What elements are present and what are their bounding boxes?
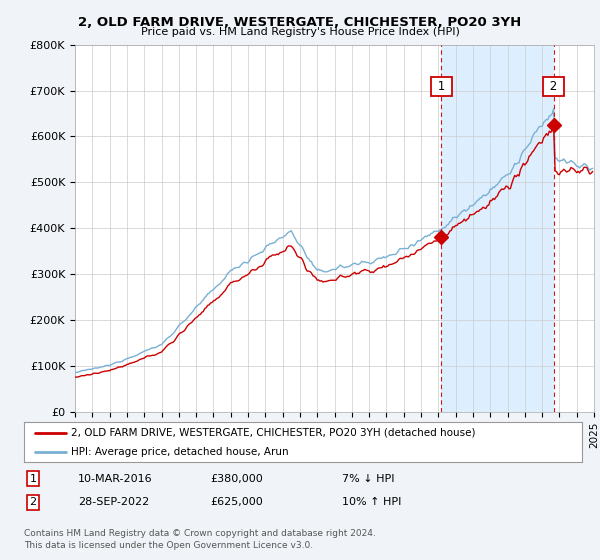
Text: £625,000: £625,000: [210, 497, 263, 507]
Text: Contains HM Land Registry data © Crown copyright and database right 2024.
This d: Contains HM Land Registry data © Crown c…: [24, 529, 376, 550]
Text: 28-SEP-2022: 28-SEP-2022: [78, 497, 149, 507]
Text: 10% ↑ HPI: 10% ↑ HPI: [342, 497, 401, 507]
Text: 2: 2: [546, 80, 561, 92]
Text: £380,000: £380,000: [210, 474, 263, 484]
Bar: [441, 45, 554, 412]
Text: HPI: Average price, detached house, Arun: HPI: Average price, detached house, Arun: [71, 447, 289, 457]
Text: 2: 2: [29, 497, 37, 507]
Text: 1: 1: [29, 474, 37, 484]
Text: 2, OLD FARM DRIVE, WESTERGATE, CHICHESTER, PO20 3YH (detached house): 2, OLD FARM DRIVE, WESTERGATE, CHICHESTE…: [71, 428, 476, 438]
Text: 2, OLD FARM DRIVE, WESTERGATE, CHICHESTER, PO20 3YH: 2, OLD FARM DRIVE, WESTERGATE, CHICHESTE…: [79, 16, 521, 29]
Text: 7% ↓ HPI: 7% ↓ HPI: [342, 474, 395, 484]
Text: 1: 1: [434, 80, 449, 92]
Text: 10-MAR-2016: 10-MAR-2016: [78, 474, 152, 484]
Text: Price paid vs. HM Land Registry's House Price Index (HPI): Price paid vs. HM Land Registry's House …: [140, 27, 460, 37]
